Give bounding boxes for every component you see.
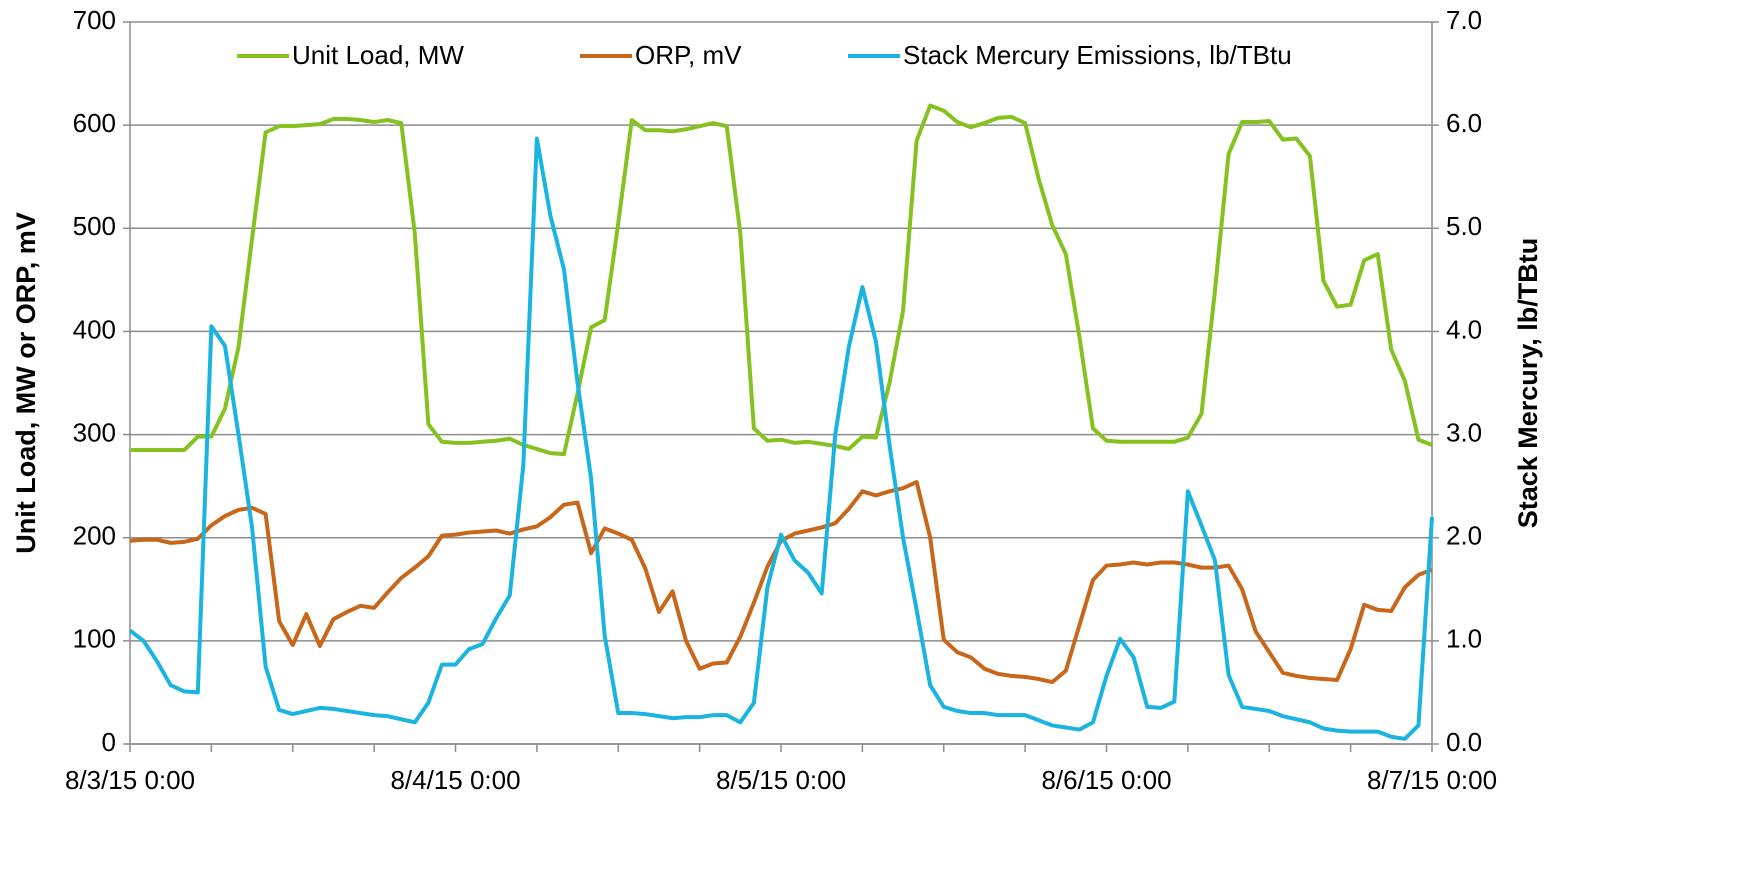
y-tick-label: 400 [73,314,116,344]
y2-tick-label: 0.0 [1446,727,1482,757]
y-tick-label: 500 [73,211,116,241]
y2-tick-label: 2.0 [1446,521,1482,551]
x-tick-label: 8/3/15 0:00 [65,765,195,795]
legend-label: Unit Load, MW [292,40,464,70]
y-axis-label: Unit Load, MW or ORP, mV [11,212,41,554]
series-line [128,136,1434,741]
y-tick-label: 300 [73,417,116,447]
legend-label: Stack Mercury Emissions, lb/TBtu [903,40,1292,70]
x-tick-label: 8/4/15 0:00 [390,765,520,795]
y2-axis-label: Stack Mercury, lb/TBtu [1513,238,1543,529]
y2-tick-label: 1.0 [1446,624,1482,654]
y2-tick-label: 6.0 [1446,108,1482,138]
y-tick-label: 200 [73,521,116,551]
legend-label: ORP, mV [635,40,742,70]
x-tick-label: 8/5/15 0:00 [716,765,846,795]
y2-tick-label: 4.0 [1446,314,1482,344]
series-line [129,480,1433,685]
y-tick-label: 0 [102,727,116,757]
y2-tick-label: 7.0 [1446,5,1482,35]
y2-tick-label: 3.0 [1446,417,1482,447]
y-tick-label: 100 [73,624,116,654]
y-tick-label: 700 [73,5,116,35]
y-tick-label: 600 [73,108,116,138]
y2-tick-label: 5.0 [1446,211,1482,241]
series-line [130,103,1433,457]
x-tick-label: 8/7/15 0:00 [1367,765,1497,795]
x-tick-label: 8/6/15 0:00 [1041,765,1171,795]
